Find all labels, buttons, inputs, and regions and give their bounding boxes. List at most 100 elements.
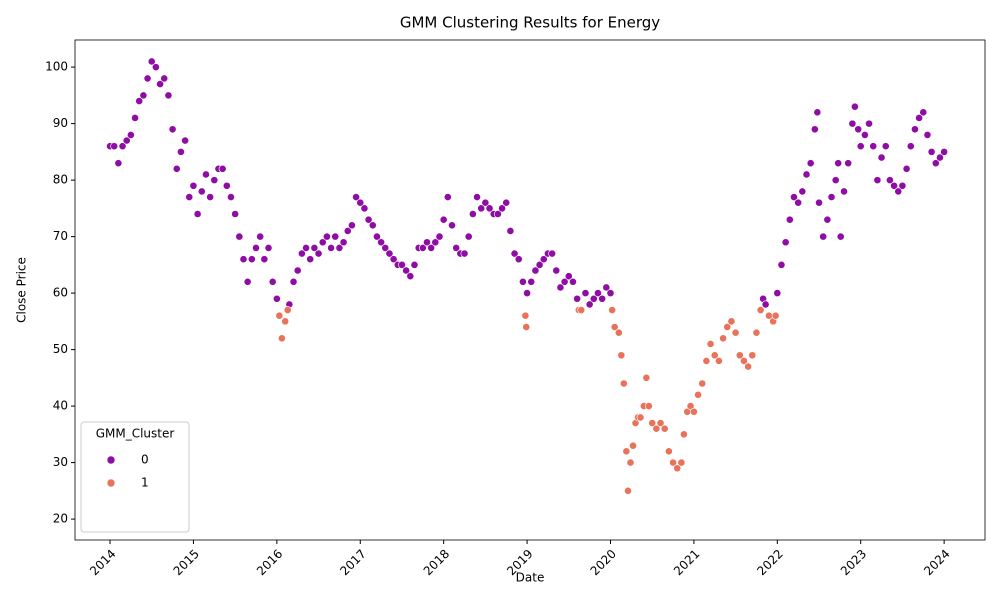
- point: [210, 176, 219, 185]
- point: [679, 430, 688, 439]
- point: [468, 210, 477, 218]
- point: [477, 204, 486, 213]
- legend-title: GMM_Cluster: [96, 427, 175, 441]
- point: [302, 244, 310, 252]
- point: [118, 142, 127, 151]
- point: [493, 210, 502, 218]
- point: [498, 204, 506, 213]
- point: [854, 125, 863, 134]
- point: [577, 306, 586, 314]
- point: [940, 147, 949, 156]
- point: [890, 181, 898, 190]
- point: [402, 266, 411, 275]
- point: [373, 232, 381, 241]
- point: [143, 74, 152, 83]
- point: [881, 142, 890, 151]
- point: [243, 277, 252, 286]
- point: [360, 204, 369, 213]
- point: [431, 238, 440, 247]
- point: [850, 102, 859, 111]
- point: [694, 390, 702, 399]
- point: [656, 419, 665, 427]
- point: [735, 351, 744, 360]
- point: [777, 260, 786, 269]
- point: [690, 407, 698, 416]
- y-tick-label: 80: [53, 173, 68, 187]
- point: [398, 260, 406, 269]
- point: [473, 193, 481, 201]
- point: [322, 232, 331, 241]
- point: [819, 232, 828, 241]
- point: [126, 131, 135, 139]
- point: [802, 170, 811, 179]
- point: [629, 441, 637, 450]
- point: [873, 176, 882, 185]
- point: [522, 323, 531, 331]
- y-tick-label: 20: [53, 512, 68, 526]
- point: [756, 306, 765, 314]
- point: [673, 464, 682, 473]
- point: [652, 424, 661, 433]
- point: [644, 402, 653, 411]
- point: [206, 193, 215, 201]
- point: [131, 114, 139, 122]
- legend-label: 0: [141, 453, 149, 467]
- point: [752, 328, 761, 337]
- point: [272, 294, 281, 303]
- plot-frame: [74, 39, 986, 541]
- point: [339, 238, 348, 247]
- point: [715, 357, 723, 365]
- legend-box: [80, 421, 190, 533]
- point: [548, 249, 557, 258]
- x-axis-label: Date: [516, 571, 545, 585]
- point: [539, 255, 548, 264]
- point: [122, 136, 131, 145]
- point: [385, 249, 394, 258]
- point: [327, 244, 335, 252]
- point: [815, 198, 823, 207]
- point: [147, 57, 156, 66]
- point: [731, 328, 740, 337]
- point: [642, 373, 651, 382]
- point: [306, 255, 315, 264]
- point: [281, 317, 290, 326]
- point: [785, 215, 794, 224]
- point: [702, 357, 711, 365]
- point: [840, 187, 848, 196]
- point: [614, 328, 623, 337]
- point: [260, 255, 269, 264]
- point: [610, 323, 619, 331]
- point: [727, 317, 736, 326]
- point: [389, 255, 398, 264]
- point: [247, 255, 256, 264]
- y-tick-label: 70: [53, 229, 68, 243]
- point: [806, 159, 815, 168]
- point: [823, 215, 832, 224]
- y-tick-label: 100: [45, 60, 68, 74]
- point: [740, 357, 748, 365]
- point: [152, 63, 160, 72]
- point: [581, 289, 590, 298]
- point: [886, 176, 894, 185]
- point: [844, 159, 853, 168]
- point: [418, 244, 427, 252]
- point: [761, 300, 770, 309]
- point: [810, 125, 819, 134]
- point: [502, 198, 511, 207]
- point: [377, 238, 386, 247]
- point: [514, 255, 523, 264]
- point: [827, 193, 836, 201]
- point: [677, 458, 686, 467]
- point: [698, 379, 707, 388]
- point: [521, 311, 530, 320]
- chart-title: GMM Clustering Results for Energy: [400, 14, 660, 32]
- point: [156, 80, 164, 88]
- point: [622, 447, 631, 456]
- point: [202, 170, 210, 179]
- y-tick-label: 90: [53, 116, 68, 130]
- point: [560, 277, 569, 286]
- point: [510, 249, 519, 258]
- point: [443, 193, 452, 201]
- point: [664, 447, 673, 456]
